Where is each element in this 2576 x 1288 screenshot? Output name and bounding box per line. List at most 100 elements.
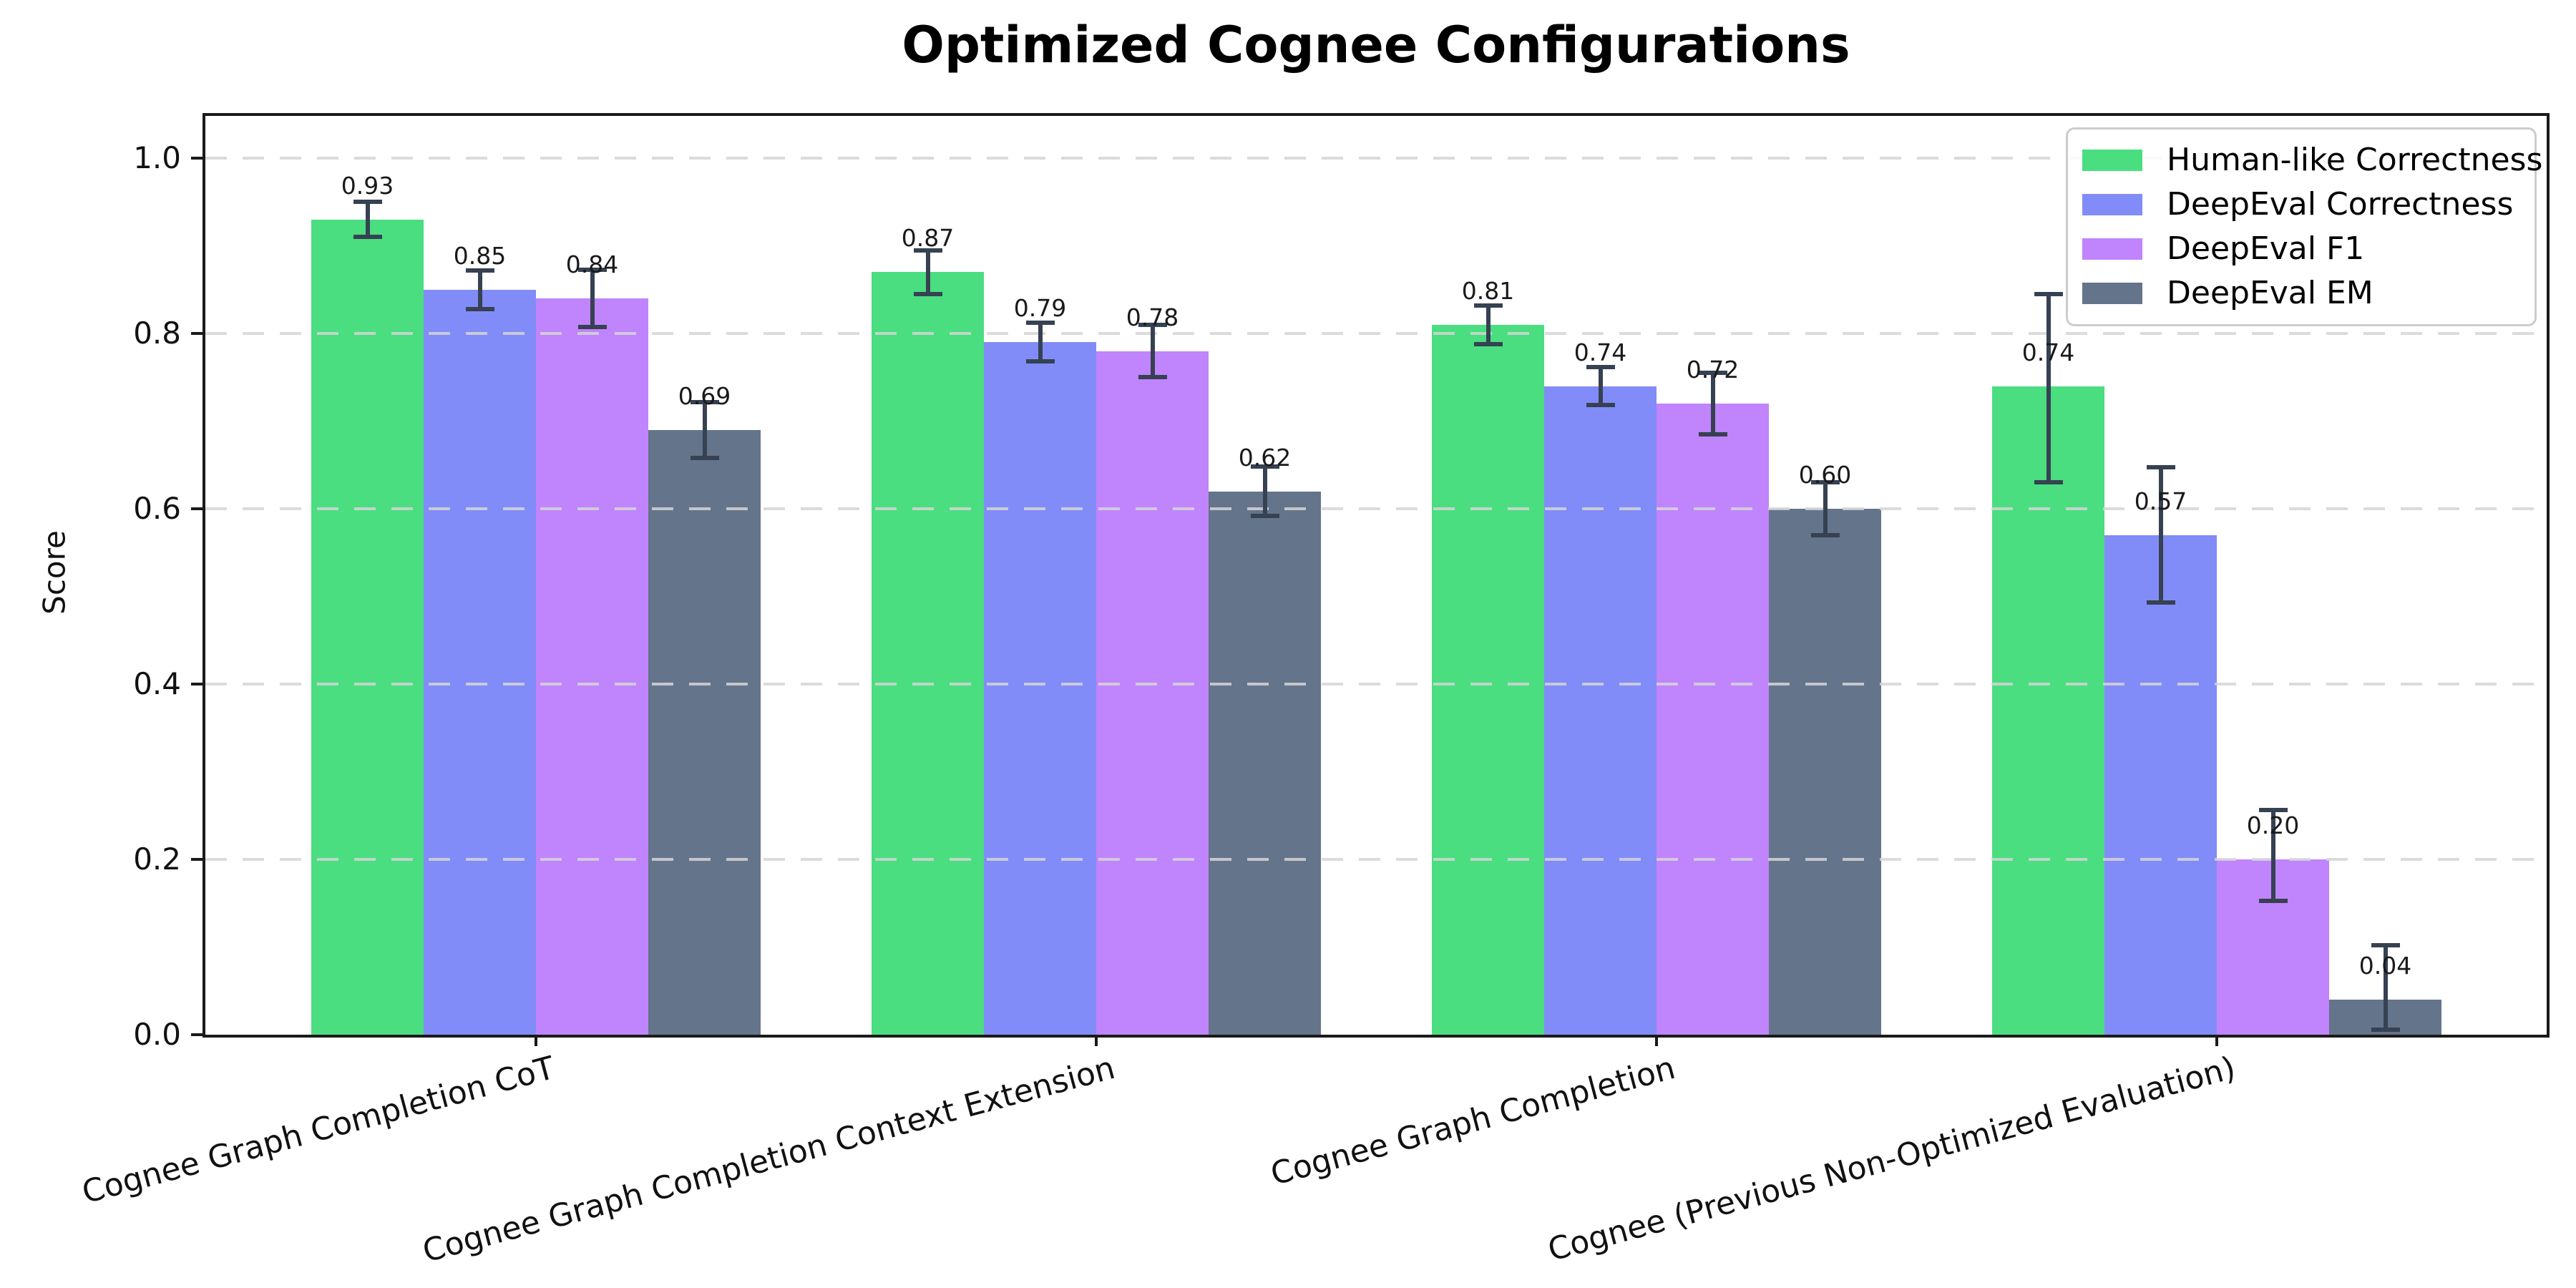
legend-swatch-human-like-correctness bbox=[2082, 150, 2142, 171]
error-bar-cap-top bbox=[1250, 464, 1279, 469]
error-bar-cap-top bbox=[2371, 943, 2400, 948]
error-bar-cap-top bbox=[2258, 808, 2288, 813]
error-bar-cap-bottom bbox=[465, 306, 494, 311]
error-bar-cap-top bbox=[577, 267, 607, 272]
bar-value-label: 0.78 bbox=[1126, 303, 1179, 331]
error-bar-cap-top bbox=[690, 399, 719, 404]
error-bar-cap-top bbox=[913, 248, 942, 253]
bar-deepeval-em bbox=[648, 429, 761, 1035]
error-bar-cap-bottom bbox=[1025, 359, 1055, 364]
error-bar bbox=[477, 270, 482, 309]
error-bar-cap-bottom bbox=[1250, 513, 1279, 518]
error-bar-cap-top bbox=[353, 200, 382, 205]
error-bar bbox=[1150, 324, 1155, 378]
legend-label: DeepEval F1 bbox=[2167, 230, 2365, 267]
bar-value-label: 0.74 bbox=[1574, 338, 1627, 366]
y-axis-label: Score bbox=[36, 530, 72, 615]
error-bar-cap-top bbox=[1698, 371, 1727, 376]
error-bar-cap-top bbox=[1586, 364, 1615, 369]
legend-label: Human-like Correctness bbox=[2167, 142, 2543, 178]
y-tick-label: 0.8 bbox=[133, 316, 181, 351]
error-bar-cap-bottom bbox=[913, 291, 942, 296]
x-tick-mark bbox=[1655, 1035, 1658, 1046]
legend-swatch-deepeval-correctness bbox=[2082, 194, 2142, 215]
x-tick-mark bbox=[1095, 1035, 1098, 1046]
gridline bbox=[205, 858, 2547, 861]
error-bar bbox=[1710, 373, 1715, 434]
legend: Human-like Correctness DeepEval Correctn… bbox=[2066, 127, 2542, 326]
y-tick-mark bbox=[191, 507, 203, 510]
bar-human-like-correctness bbox=[1992, 386, 2104, 1035]
legend-item: DeepEval EM bbox=[2082, 274, 2520, 313]
error-bar bbox=[2158, 467, 2163, 603]
y-tick-mark bbox=[191, 332, 203, 335]
y-tick-mark bbox=[191, 683, 203, 686]
y-tick-mark bbox=[191, 1033, 203, 1036]
error-bar-cap-bottom bbox=[1698, 431, 1727, 436]
bar-value-label: 0.79 bbox=[1013, 294, 1067, 323]
legend-item: DeepEval Correctness bbox=[2082, 185, 2520, 224]
gridline bbox=[205, 507, 2547, 510]
error-bar bbox=[2046, 293, 2051, 483]
bar-human-like-correctness bbox=[1432, 324, 1544, 1035]
y-tick-mark bbox=[191, 858, 203, 861]
bar-deepeval-em bbox=[1209, 491, 1321, 1035]
error-bar-cap-bottom bbox=[577, 325, 607, 330]
bar-deepeval-em bbox=[1769, 509, 1881, 1035]
bar-value-label: 0.81 bbox=[1461, 276, 1515, 305]
bar-value-label: 0.84 bbox=[565, 250, 619, 278]
error-bar bbox=[1262, 467, 1267, 516]
bar-human-like-correctness bbox=[311, 219, 424, 1035]
error-bar bbox=[1485, 305, 1491, 344]
legend-swatch-deepeval-em bbox=[2082, 283, 2142, 304]
y-tick-label: 0.4 bbox=[133, 666, 181, 701]
y-tick-label: 1.0 bbox=[133, 140, 181, 175]
error-bar-cap-bottom bbox=[2034, 480, 2063, 485]
x-tick-mark bbox=[535, 1035, 537, 1046]
error-bar-cap-top bbox=[465, 268, 494, 273]
bar-value-label: 0.60 bbox=[1798, 461, 1852, 489]
error-bar-cap-top bbox=[1025, 321, 1055, 326]
gridline bbox=[205, 332, 2547, 335]
legend-label: DeepEval Correctness bbox=[2167, 186, 2514, 223]
bar-deepeval-f1 bbox=[1657, 404, 1769, 1035]
bar-deepeval-correctness bbox=[424, 289, 536, 1035]
error-bar bbox=[702, 401, 707, 458]
error-bar bbox=[2270, 810, 2275, 901]
error-bar bbox=[925, 250, 930, 294]
error-bar-cap-bottom bbox=[1586, 403, 1615, 408]
error-bar bbox=[1823, 482, 1828, 535]
bar-value-label: 0.20 bbox=[2246, 811, 2300, 839]
bar-value-label: 0.72 bbox=[1686, 356, 1740, 384]
error-bar-cap-bottom bbox=[2258, 898, 2288, 903]
error-bar-cap-bottom bbox=[353, 235, 382, 240]
gridline bbox=[205, 157, 2547, 160]
x-tick-label: Cognee (Previous Non-Optimized Evaluatio… bbox=[1544, 1049, 2240, 1269]
bar-human-like-correctness bbox=[872, 272, 984, 1035]
error-bar-cap-bottom bbox=[1473, 341, 1503, 346]
y-tick-label: 0.2 bbox=[133, 841, 181, 877]
bar-deepeval-f1 bbox=[1096, 351, 1209, 1035]
error-bar-cap-bottom bbox=[690, 455, 719, 460]
error-bar bbox=[590, 269, 595, 328]
y-tick-mark bbox=[191, 157, 203, 160]
error-bar-cap-top bbox=[1473, 303, 1503, 308]
error-bar-cap-top bbox=[1810, 480, 1840, 485]
error-bar bbox=[1038, 323, 1043, 362]
legend-swatch-deepeval-f1 bbox=[2082, 238, 2142, 260]
legend-item: DeepEval F1 bbox=[2082, 230, 2520, 268]
chart-title: Optimized Cognee Configurations bbox=[902, 16, 1850, 74]
y-tick-label: 0.6 bbox=[133, 491, 181, 526]
bar-deepeval-f1 bbox=[536, 298, 648, 1035]
error-bar-cap-top bbox=[2034, 291, 2063, 296]
bar-value-label: 0.93 bbox=[341, 171, 394, 200]
bar-value-label: 0.62 bbox=[1238, 443, 1292, 472]
error-bar bbox=[1598, 366, 1603, 406]
gridline bbox=[205, 683, 2547, 686]
error-bar-cap-bottom bbox=[1138, 375, 1167, 380]
bar-value-label: 0.87 bbox=[901, 224, 955, 253]
legend-label: DeepEval EM bbox=[2167, 275, 2373, 311]
error-bar-cap-top bbox=[1138, 322, 1167, 327]
bar-value-label: 0.57 bbox=[2134, 487, 2187, 515]
